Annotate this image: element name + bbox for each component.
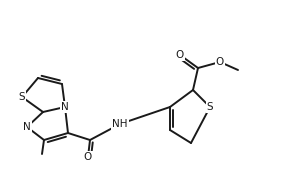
Text: S: S <box>19 92 25 102</box>
Text: O: O <box>216 57 224 67</box>
Text: N: N <box>61 102 69 112</box>
Text: O: O <box>84 152 92 162</box>
Text: S: S <box>207 102 213 112</box>
Text: N: N <box>23 122 31 132</box>
Text: NH: NH <box>112 119 128 129</box>
Text: O: O <box>176 50 184 60</box>
